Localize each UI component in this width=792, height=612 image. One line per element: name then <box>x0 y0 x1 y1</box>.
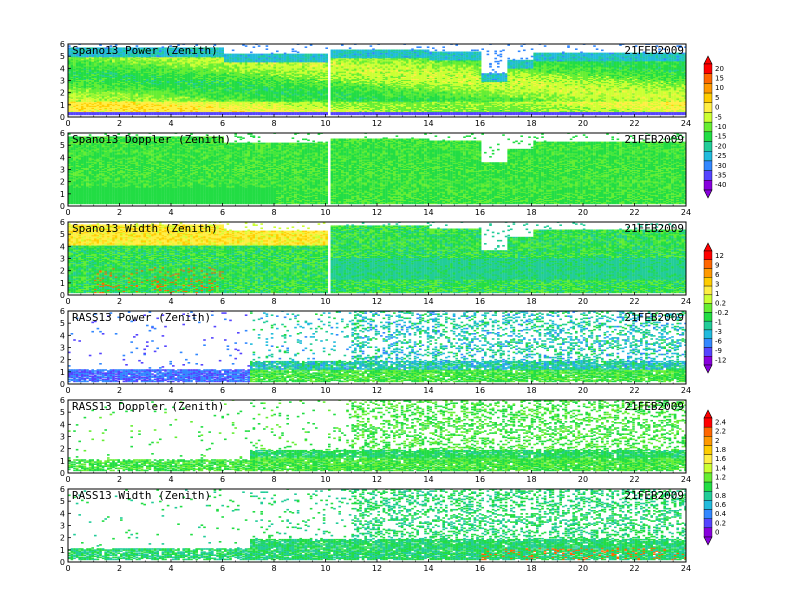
heatmap-cell <box>255 54 258 56</box>
heatmap-cell <box>242 44 245 46</box>
heatmap-cell <box>247 54 250 56</box>
heatmap-cell <box>253 54 256 56</box>
heatmap-cell <box>229 54 232 56</box>
heatmap-cell <box>227 54 230 56</box>
heatmap-cell <box>232 54 235 56</box>
heatmap-cell <box>258 54 261 56</box>
heatmap-cell <box>219 47 222 49</box>
heatmap-cell <box>224 54 227 56</box>
heatmap-cell <box>258 45 261 47</box>
heatmap-cell <box>263 54 266 56</box>
heatmap-cell <box>253 46 256 48</box>
heatmap-cell <box>237 54 240 56</box>
heatmap-cell <box>234 54 237 56</box>
heatmap-cell <box>245 54 248 56</box>
heatmap-cell <box>266 54 269 56</box>
heatmap-cell <box>260 54 263 56</box>
heatmap-cell <box>242 54 245 56</box>
heatmap-cell <box>268 54 271 56</box>
heatmap-cell <box>240 54 243 56</box>
heatmap-cell <box>266 45 269 47</box>
heatmap-cell <box>250 52 253 54</box>
heatmap-cell <box>266 48 269 50</box>
heatmap-cell <box>232 50 235 52</box>
heatmap-cell <box>221 47 224 49</box>
heatmap-cell <box>245 45 248 47</box>
heatmap-cell <box>250 54 253 56</box>
